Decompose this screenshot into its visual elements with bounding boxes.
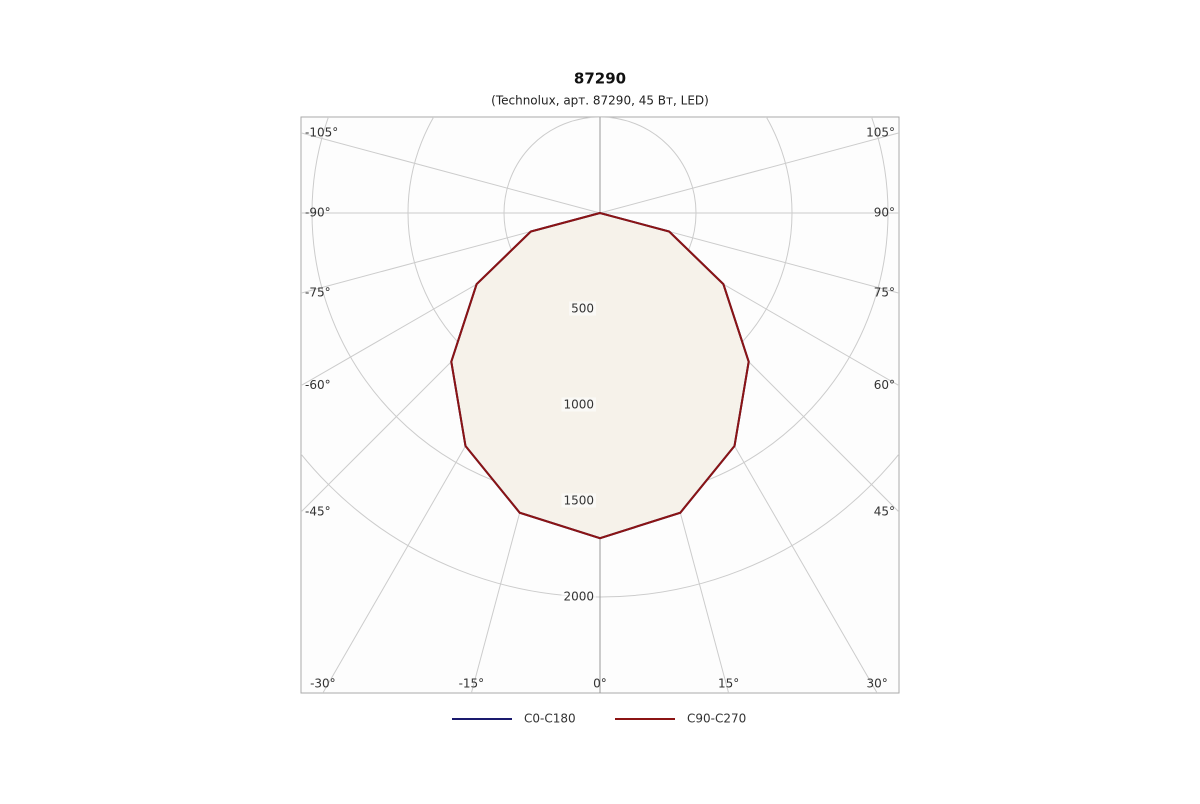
grid-line bbox=[599, 132, 899, 214]
r-tick-label: 1000 bbox=[563, 398, 594, 412]
angle-label: -60° bbox=[305, 378, 331, 392]
angle-label: -45° bbox=[305, 505, 331, 519]
angle-label: 60° bbox=[874, 378, 895, 392]
r-tick-bg bbox=[569, 301, 596, 316]
chart-subtitle: (Technolux, арт. 87290, 45 Вт, LED) bbox=[491, 94, 709, 108]
legend-label: C90-C270 bbox=[687, 712, 746, 726]
r-tick-bg bbox=[561, 589, 596, 604]
angle-label: -75° bbox=[305, 286, 331, 300]
plot bbox=[301, 117, 899, 693]
angle-label: -30° bbox=[310, 677, 336, 691]
r-tick-bg bbox=[561, 493, 596, 508]
angle-label: 90° bbox=[874, 206, 895, 220]
angle-label: 105° bbox=[866, 125, 895, 139]
intensity-curve bbox=[450, 211, 750, 540]
angle-label: 0° bbox=[593, 677, 607, 691]
r-tick-bg bbox=[561, 397, 596, 412]
angle-label: 30° bbox=[866, 677, 887, 691]
angle-label: -15° bbox=[459, 677, 485, 691]
labels: -105° -90° -75° -60° -45° -30° -15° 0° 15° 30° 45°… bbox=[305, 125, 895, 690]
chart-title: 87290 bbox=[574, 70, 626, 88]
legend-label: C0-C180 bbox=[524, 712, 576, 726]
grid-line bbox=[301, 132, 601, 214]
angle-label: -90° bbox=[305, 206, 331, 220]
r-tick-label: 1500 bbox=[563, 494, 594, 508]
angle-label: 15° bbox=[718, 677, 739, 691]
r-tick-label: 500 bbox=[571, 302, 594, 316]
angle-label: 75° bbox=[874, 286, 895, 300]
angle-label: 45° bbox=[874, 505, 895, 519]
angle-label: -105° bbox=[305, 125, 338, 139]
r-tick-label: 2000 bbox=[563, 590, 594, 604]
